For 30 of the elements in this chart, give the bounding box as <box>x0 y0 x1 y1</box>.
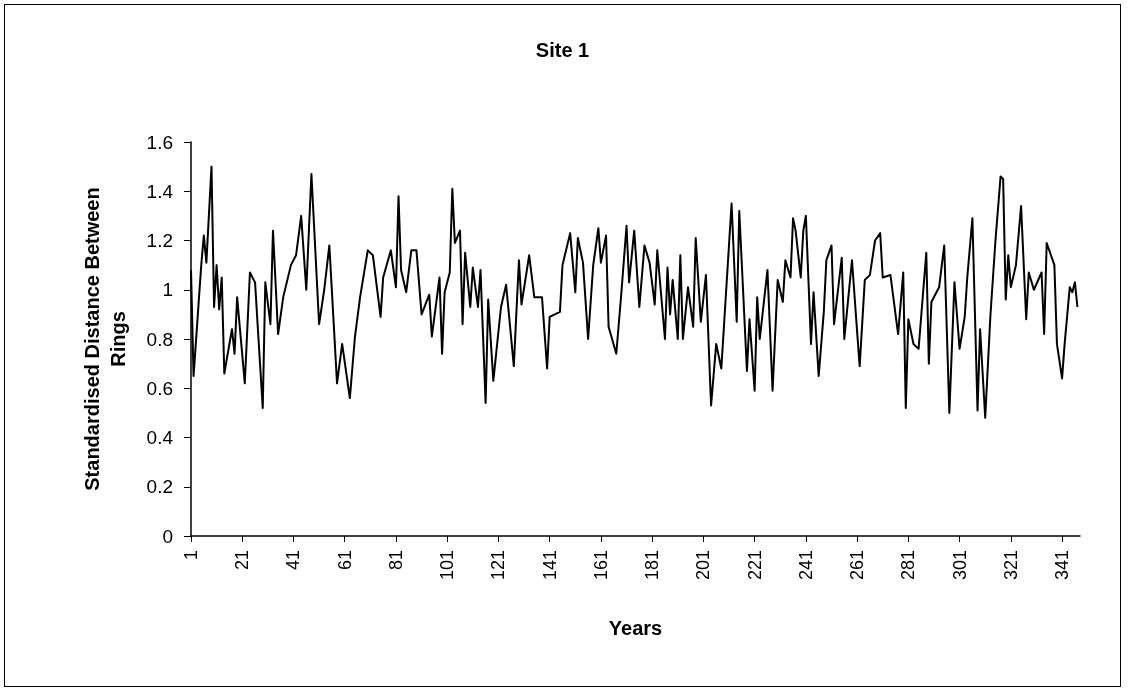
x-tick-label: 41 <box>283 550 304 571</box>
x-tick-label: 61 <box>334 550 355 571</box>
x-tick-label: 21 <box>232 550 253 571</box>
y-tick-label: 0.8 <box>146 328 173 350</box>
x-tick-label: 121 <box>488 550 509 581</box>
y-tick-label: 0.4 <box>146 427 174 448</box>
y-tick-label: 0.2 <box>146 476 173 498</box>
x-tick-label: 1 <box>181 550 201 561</box>
y-tick-label: 0 <box>162 525 173 547</box>
x-tick-label: 181 <box>642 550 663 581</box>
x-tick-label: 141 <box>539 550 560 581</box>
x-tick-label: 161 <box>590 550 611 581</box>
x-tick-label: 81 <box>385 550 406 571</box>
x-tick-label: 101 <box>437 550 458 581</box>
x-tick-label: 201 <box>693 550 714 581</box>
y-tick-label: 1.4 <box>146 180 174 202</box>
x-axis-title: Years <box>608 617 663 639</box>
x-tick-label: 301 <box>949 550 970 581</box>
x-tick-label: 241 <box>795 550 816 581</box>
x-tick-label: 281 <box>898 550 919 581</box>
y-tick-label: 0.6 <box>146 377 173 399</box>
y-tick-label: 1.2 <box>146 230 173 251</box>
x-tick-label: 341 <box>1052 550 1073 581</box>
y-tick-label: 1 <box>162 279 173 301</box>
y-axis-title: Standardised Distance Between Rings <box>81 187 129 491</box>
x-tick-label: 321 <box>1000 550 1021 581</box>
x-tick-label: 261 <box>847 550 868 581</box>
y-tick-label: 1.6 <box>146 131 173 153</box>
chart-title: Site 1 <box>535 39 590 61</box>
x-tick-label: 221 <box>744 550 765 581</box>
